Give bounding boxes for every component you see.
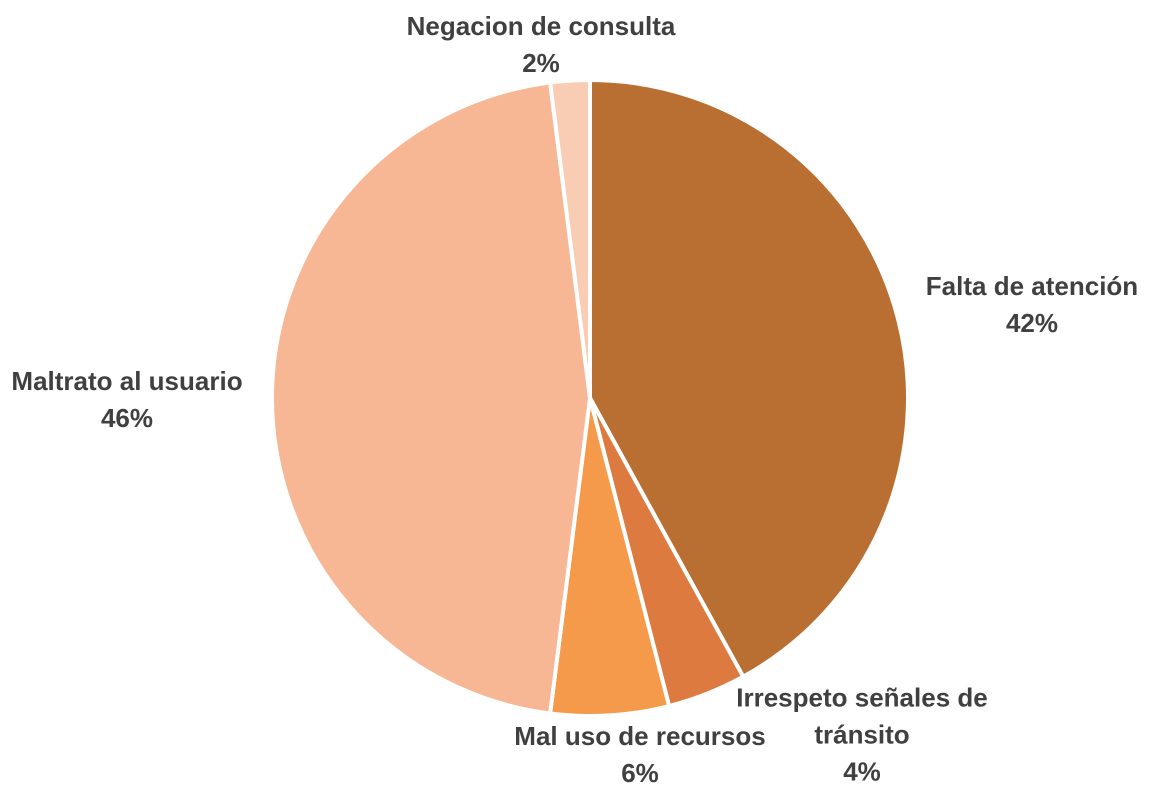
category-label: Falta de atención	[925, 271, 1139, 301]
category-label: Negacion de consulta	[406, 11, 676, 41]
pie-slice	[548, 78, 592, 400]
value-label: 42%	[1005, 308, 1059, 338]
slice-label: Mal uso de recursos 6%	[514, 718, 765, 792]
value-label: 6%	[621, 758, 659, 788]
value-label: 46%	[100, 403, 154, 433]
value-label: 2%	[522, 48, 560, 78]
category-label: Irrespeto señales de tránsito	[736, 682, 988, 750]
pie-slice	[588, 78, 910, 679]
slice-label: Irrespeto señales de tránsito 4%	[722, 680, 1002, 791]
slice-label: Maltrato al usuario 46%	[11, 363, 242, 437]
slice-label: Negacion de consulta 2%	[407, 8, 676, 82]
value-label: 4%	[843, 756, 881, 787]
slice-label: Falta de atención 42%	[926, 268, 1138, 342]
pie-slice	[548, 396, 672, 718]
category-label: Maltrato al usuario	[11, 366, 243, 396]
pie-slice	[270, 80, 592, 716]
category-label: Mal uso de recursos	[514, 721, 766, 751]
